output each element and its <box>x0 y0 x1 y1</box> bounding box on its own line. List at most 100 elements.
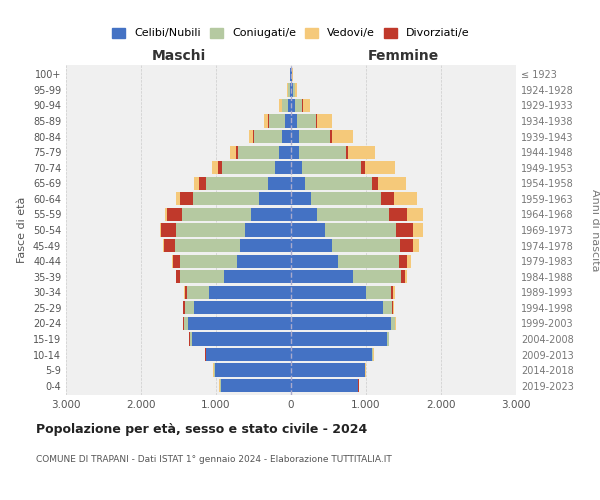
Bar <box>182 208 251 221</box>
Bar <box>187 317 291 330</box>
Bar <box>366 286 391 299</box>
Bar <box>275 161 291 174</box>
Text: COMUNE DI TRAPANI - Dati ISTAT 1° gennaio 2024 - Elaborazione TUTTITALIA.IT: COMUNE DI TRAPANI - Dati ISTAT 1° gennai… <box>36 455 392 464</box>
Bar <box>405 270 407 283</box>
Bar <box>163 239 175 252</box>
Bar <box>254 130 282 143</box>
Bar <box>391 317 395 330</box>
Bar <box>383 301 392 314</box>
Bar <box>291 192 311 205</box>
Bar <box>317 208 389 221</box>
Bar <box>165 208 167 221</box>
Bar <box>253 130 254 143</box>
Bar <box>291 301 383 314</box>
Bar <box>212 161 218 174</box>
Bar <box>194 176 199 190</box>
Bar <box>291 379 358 392</box>
Bar <box>287 84 288 96</box>
Bar <box>235 146 238 159</box>
Bar <box>223 270 291 283</box>
Y-axis label: Fasce di età: Fasce di età <box>17 197 27 263</box>
Bar <box>372 348 373 361</box>
Bar <box>392 301 394 314</box>
Bar <box>381 192 394 205</box>
Bar <box>237 254 291 268</box>
Bar <box>291 270 353 283</box>
Bar <box>161 224 176 236</box>
Bar <box>185 286 187 299</box>
Bar <box>199 176 206 190</box>
Legend: Celibi/Nubili, Coniugati/e, Vedovi/e, Divorziati/e: Celibi/Nubili, Coniugati/e, Vedovi/e, Di… <box>109 24 473 42</box>
Bar <box>282 130 291 143</box>
Bar <box>183 317 184 330</box>
Bar <box>391 286 393 299</box>
Bar <box>259 192 291 205</box>
Bar <box>222 161 275 174</box>
Bar <box>325 224 396 236</box>
Bar <box>291 317 391 330</box>
Bar <box>180 254 237 268</box>
Bar <box>291 68 292 81</box>
Bar <box>389 208 407 221</box>
Bar <box>353 270 401 283</box>
Bar <box>331 239 400 252</box>
Bar <box>295 84 297 96</box>
Bar <box>245 224 291 236</box>
Bar <box>393 286 395 299</box>
Bar <box>372 176 378 190</box>
Bar <box>293 84 295 96</box>
Bar <box>282 99 288 112</box>
Bar <box>346 146 348 159</box>
Bar <box>291 99 295 112</box>
Bar <box>302 99 310 112</box>
Bar <box>160 224 161 236</box>
Bar <box>305 176 372 190</box>
Bar <box>176 224 245 236</box>
Bar <box>187 286 209 299</box>
Bar <box>291 208 317 221</box>
Bar <box>413 224 423 236</box>
Bar <box>299 146 346 159</box>
Bar <box>400 239 413 252</box>
Bar <box>302 161 361 174</box>
Bar <box>311 192 381 205</box>
Bar <box>251 208 291 221</box>
Bar <box>290 84 291 96</box>
Bar <box>291 84 293 96</box>
Bar <box>365 161 395 174</box>
Bar <box>288 99 291 112</box>
Bar <box>184 301 185 314</box>
Bar <box>238 146 279 159</box>
Bar <box>240 239 291 252</box>
Bar <box>394 192 417 205</box>
Bar <box>279 146 291 159</box>
Bar <box>193 192 259 205</box>
Bar <box>180 192 193 205</box>
Bar <box>291 224 325 236</box>
Bar <box>264 114 268 128</box>
Bar <box>291 130 299 143</box>
Bar <box>291 286 366 299</box>
Bar <box>173 254 180 268</box>
Text: Maschi: Maschi <box>151 50 206 64</box>
Bar <box>331 130 353 143</box>
Bar <box>230 146 235 159</box>
Bar <box>291 114 297 128</box>
Bar <box>280 99 281 112</box>
Bar <box>206 176 268 190</box>
Bar <box>176 192 180 205</box>
Bar <box>167 208 182 221</box>
Bar <box>295 99 302 112</box>
Bar <box>192 332 291 345</box>
Bar <box>348 146 375 159</box>
Bar <box>184 317 187 330</box>
Bar <box>413 239 419 252</box>
Bar <box>291 254 337 268</box>
Bar <box>401 270 405 283</box>
Bar <box>399 254 407 268</box>
Text: Popolazione per età, sesso e stato civile - 2024: Popolazione per età, sesso e stato civil… <box>36 422 367 436</box>
Bar <box>407 254 411 268</box>
Bar <box>387 332 389 345</box>
Bar <box>218 161 222 174</box>
Y-axis label: Anni di nascita: Anni di nascita <box>590 188 600 271</box>
